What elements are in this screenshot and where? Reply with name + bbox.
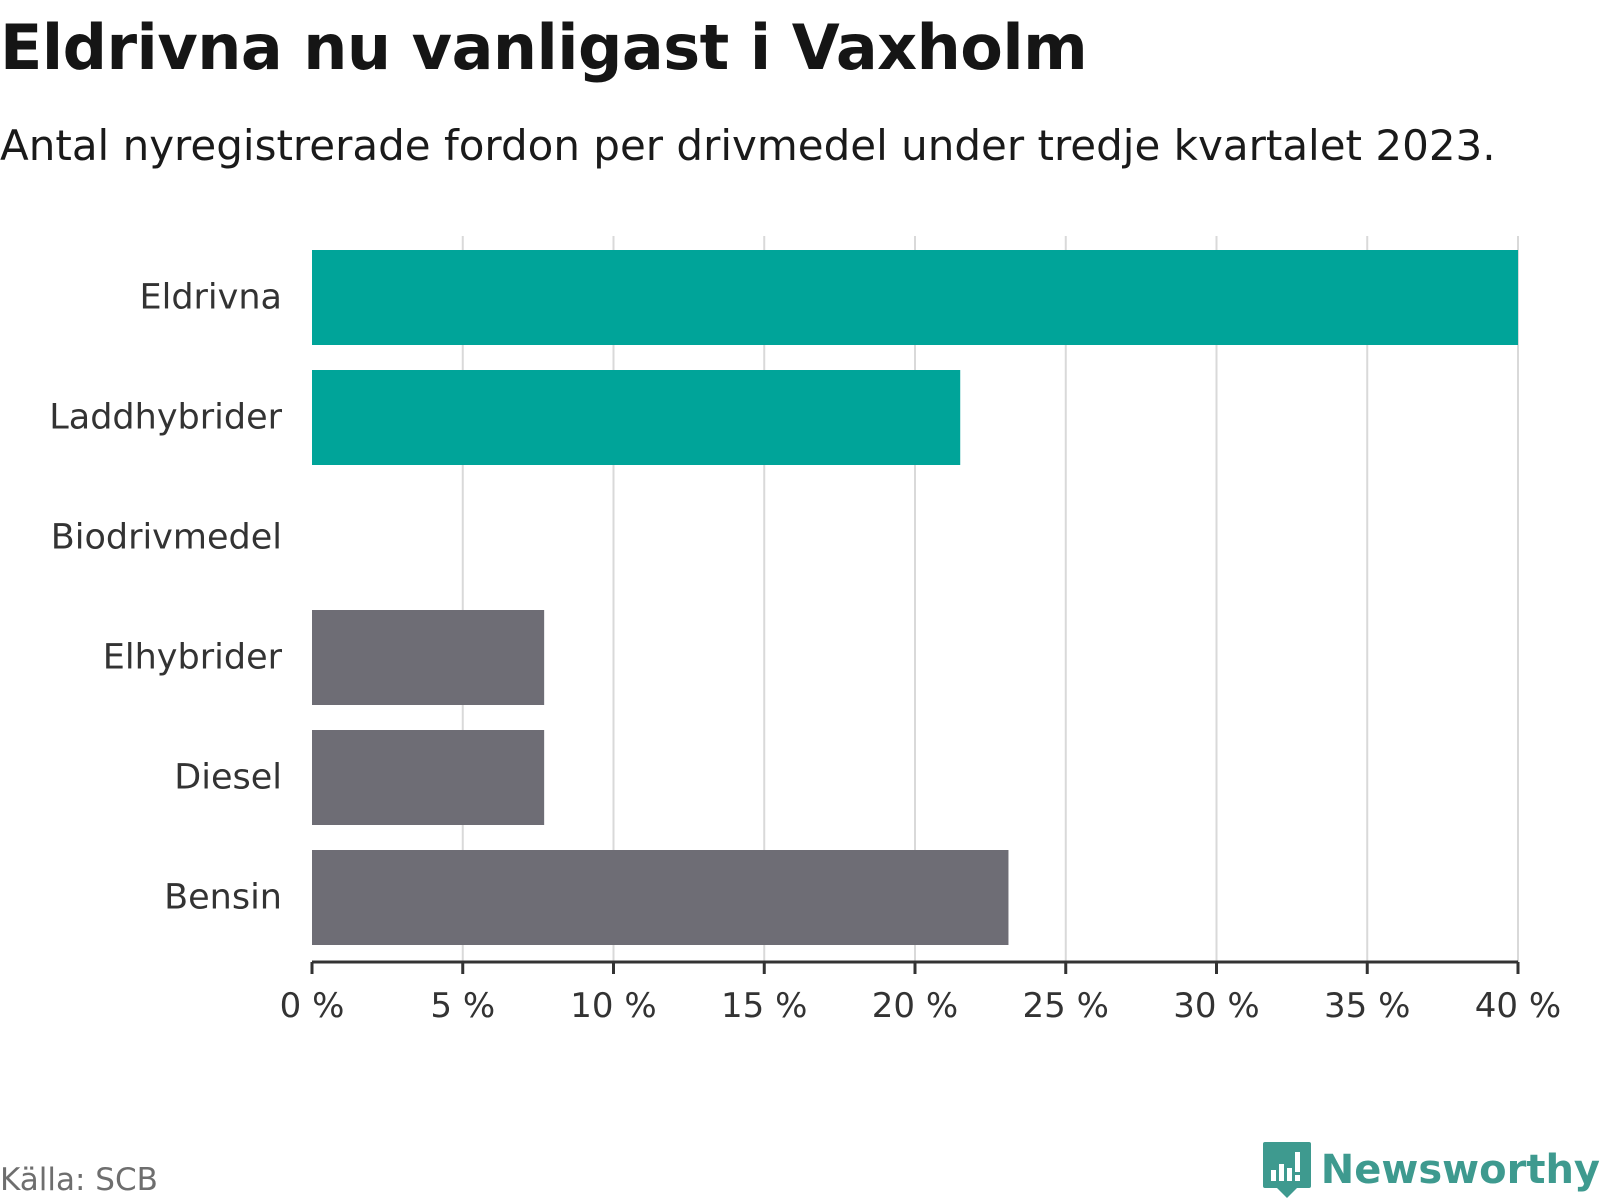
category-label: Eldrivna (139, 278, 282, 318)
x-tick-label: 35 % (1324, 986, 1410, 1026)
chart-subtitle: Antal nyregistrerade fordon per drivmede… (0, 121, 1496, 170)
bars (312, 250, 1518, 945)
bar-bensin (312, 850, 1009, 945)
x-tick-label: 0 % (280, 986, 345, 1026)
x-tick-label: 25 % (1023, 986, 1109, 1026)
x-tick-label: 15 % (721, 986, 807, 1026)
bar-chart: 0 % 5 % 10 % 15 % 20 % 25 % 30 % 35 % 40 % Eldri… (49, 236, 1561, 1026)
category-labels: Eldrivna Laddhybrider Biodrivmedel Elhybrid… (49, 278, 282, 918)
bar-elhybrider (312, 610, 545, 705)
category-label: Bensin (164, 878, 282, 918)
brand-name: Newsworthy (1320, 1147, 1600, 1193)
category-label: Laddhybrider (49, 398, 282, 438)
bar-laddhybrider (312, 370, 961, 465)
x-tick-label: 10 % (570, 986, 656, 1026)
source-note: Källa: SCB (0, 1162, 158, 1198)
brand: Newsworthy (1261, 1140, 1600, 1200)
chart-title: Eldrivna nu vanligast i Vaxholm (0, 11, 1088, 84)
x-tick-label: 20 % (872, 986, 958, 1026)
x-tick-label: 5 % (430, 986, 495, 1026)
x-axis: 0 % 5 % 10 % 15 % 20 % 25 % 30 % 35 % 40 % (280, 960, 1561, 1026)
category-label: Diesel (174, 758, 282, 798)
bar-diesel (312, 730, 545, 825)
x-tick-label: 30 % (1173, 986, 1259, 1026)
category-label: Elhybrider (103, 638, 283, 678)
bar-chart-logo-icon (1262, 1142, 1311, 1198)
gridlines (461, 236, 1519, 962)
bar-eldrivna (312, 250, 1518, 345)
x-tick-label: 40 % (1475, 986, 1561, 1026)
category-label: Biodrivmedel (51, 518, 282, 558)
